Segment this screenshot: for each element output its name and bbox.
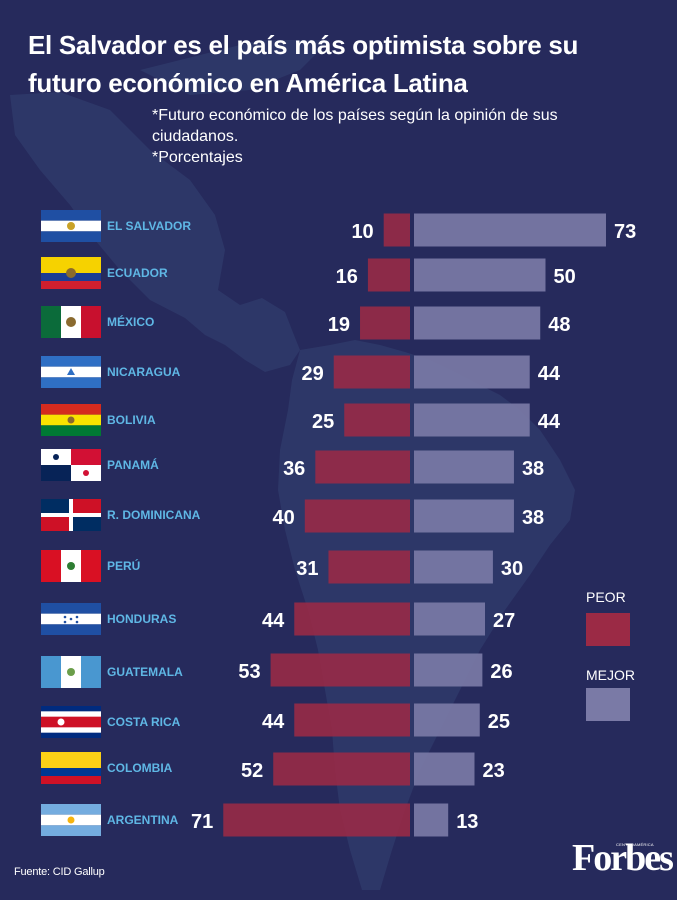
flag-el-salvador-icon [41, 210, 101, 242]
bar-mejor [414, 258, 546, 292]
country-label: COSTA RICA [107, 715, 181, 729]
bar-mejor [414, 403, 530, 437]
bar-peor [344, 403, 410, 437]
data-label-peor: 31 [296, 558, 318, 580]
subtitle-line-1: *Futuro económico de los países según la… [152, 107, 558, 145]
flag-panama-icon [41, 449, 101, 481]
bar-mejor [414, 803, 449, 837]
flag-argentina-icon [41, 804, 101, 836]
bar-mejor [414, 355, 530, 389]
chart-subtitle: *Futuro económico de los países según la… [152, 105, 632, 168]
subtitle-line-2: *Porcentajes [152, 149, 243, 166]
flag-ecuador-icon [41, 257, 101, 289]
country-label: HONDURAS [107, 612, 176, 626]
data-label-peor: 29 [301, 363, 323, 385]
flag-honduras-icon [41, 603, 101, 635]
data-label-peor: 36 [283, 458, 305, 480]
bar-mejor [414, 703, 480, 737]
bar-mejor [414, 213, 606, 247]
data-label-mejor: 38 [522, 458, 544, 480]
bar-peor [223, 803, 410, 837]
data-label-mejor: 25 [488, 711, 510, 733]
country-label: GUATEMALA [107, 665, 183, 679]
data-label-peor: 40 [273, 507, 295, 529]
flag-nicaragua-icon [41, 356, 101, 388]
legend-label-peor: PEOR [586, 589, 626, 605]
data-label-mejor: 50 [554, 266, 576, 288]
flag-peru-icon [41, 550, 101, 582]
data-label-mejor: 26 [490, 661, 512, 683]
bar-peor [367, 258, 410, 292]
data-label-peor: 44 [262, 711, 285, 733]
flag-r-dominicana-icon [41, 499, 101, 531]
country-label: PERÚ [107, 558, 140, 573]
data-label-peor: 71 [191, 811, 213, 833]
bar-mejor [414, 752, 475, 786]
data-label-mejor: 27 [493, 610, 515, 632]
country-label: COLOMBIA [107, 761, 173, 775]
country-label: ARGENTINA [107, 813, 179, 827]
flag-mexico-icon [41, 306, 101, 338]
data-label-mejor: 30 [501, 558, 523, 580]
flag-costa-rica-icon [41, 706, 101, 738]
data-label-mejor: 44 [538, 411, 561, 433]
bar-mejor [414, 550, 493, 584]
country-label: EL SALVADOR [107, 219, 191, 233]
flag-bolivia-icon [41, 404, 101, 436]
legend-swatch-peor [586, 613, 630, 646]
data-label-peor: 53 [238, 661, 260, 683]
country-label: NICARAGUA [107, 365, 181, 379]
data-label-mejor: 38 [522, 507, 544, 529]
flag-colombia-icon [41, 752, 101, 784]
data-label-peor: 19 [328, 314, 350, 336]
bar-peor [304, 499, 410, 533]
bar-peor [273, 752, 410, 786]
country-label: PANAMÁ [107, 457, 159, 472]
data-label-peor: 25 [312, 411, 334, 433]
legend-label-mejor: MEJOR [586, 667, 635, 683]
country-label: ECUADOR [107, 266, 168, 280]
country-label: R. DOMINICANA [107, 508, 201, 522]
bar-peor [360, 306, 410, 340]
flag-guatemala-icon [41, 656, 101, 688]
data-label-mejor: 23 [482, 760, 504, 782]
data-label-mejor: 44 [538, 363, 561, 385]
data-label-peor: 10 [351, 221, 373, 243]
country-label: BOLIVIA [107, 413, 156, 427]
bar-mejor [414, 499, 514, 533]
data-label-mejor: 48 [548, 314, 570, 336]
brand-edition: CENTROAMÉRICA [616, 842, 654, 847]
bar-peor [328, 550, 410, 584]
forbes-logo: Forbes [572, 837, 674, 879]
bar-peor [383, 213, 410, 247]
bar-peor [333, 355, 410, 389]
bar-mejor [414, 602, 486, 636]
data-label-peor: 44 [262, 610, 285, 632]
data-label-peor: 52 [241, 760, 263, 782]
data-label-mejor: 13 [456, 811, 478, 833]
bar-peor [294, 602, 410, 636]
bar-mejor [414, 306, 541, 340]
bar-mejor [414, 450, 514, 484]
country-label: MÉXICO [107, 314, 154, 329]
chart-title: El Salvador es el país más optimista sob… [28, 30, 579, 98]
data-label-peor: 16 [336, 266, 358, 288]
bar-peor [270, 653, 410, 687]
bar-peor [294, 703, 410, 737]
bar-mejor [414, 653, 483, 687]
legend-swatch-mejor [586, 688, 630, 721]
data-label-mejor: 73 [614, 221, 636, 243]
bar-peor [315, 450, 410, 484]
source-note: Fuente: CID Gallup [14, 866, 105, 878]
